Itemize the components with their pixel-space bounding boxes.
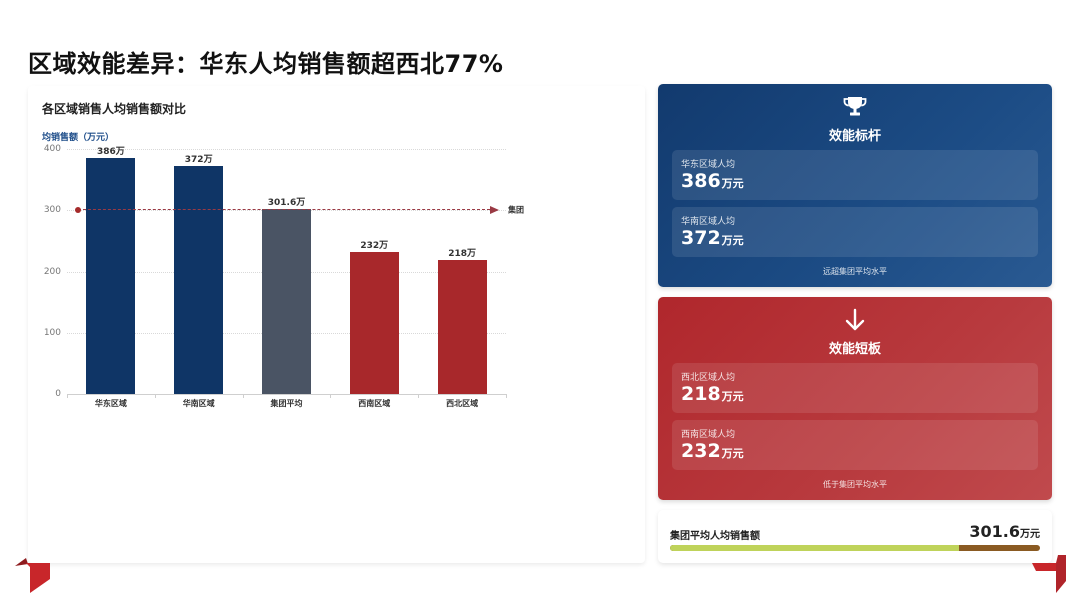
weakness-heading: 效能短板 [828,342,881,357]
group-average-label: 集团平均人均销售额 [670,531,760,542]
benchmark-stat-south: 华南区域人均 372万元 [672,207,1038,257]
page-title: 区域效能差异：华东人均销售额超西北77% [28,50,504,78]
y-tick-label: 300 [43,205,61,216]
bar-1 [174,166,224,394]
corner-ribbon-left-icon [15,558,50,593]
y-tick-label: 0 [55,389,61,399]
x-axis-tick [330,394,332,398]
y-tick-label: 400 [43,144,61,154]
bar-value-label: 232万 [360,240,389,251]
bar-chart-plot: 0 100 200 300 400 386万华东区域 372万华南区域 301.6万 集团平均 2… [28,86,645,563]
stat-value: 232万元 [681,440,744,462]
benchmark-panel: 效能标杆 华东区域人均 386万元 华南区域人均 372万元 远超集团平均水平 [658,84,1052,287]
bar-2 [262,209,311,394]
bar-value-label: 386万 [96,146,125,157]
chart-title: 各区域销售人均销售额对比 [42,102,187,116]
stat-label: 西北区域人均 [681,373,736,383]
x-category-label: 华东区域 [94,399,127,408]
bar-3 [349,251,399,394]
reference-line-dot [75,207,81,214]
y-axis-unit-label: 均销售额（万元） [42,133,115,143]
stat-value: 218万元 [681,383,744,405]
x-axis-tick [154,394,156,398]
y-tick-label: 200 [43,266,61,277]
group-average-reference-line [78,209,490,211]
x-axis-tick [242,394,244,398]
stat-label: 华东区域人均 [681,160,736,170]
weakness-panel: 效能短板 西北区域人均 218万元 西南区域人均 232万元 低于集团平均水平 [658,297,1052,500]
x-category-label: 西北区域 [446,399,479,408]
reference-line-label: 集团 [508,205,524,215]
x-category-label: 西南区域 [358,399,391,408]
x-axis-line [67,394,506,395]
stat-value: 386万元 [681,170,744,192]
weakness-stat-northwest: 西北区域人均 218万元 [672,363,1038,413]
x-axis-tick [67,394,68,398]
stat-label: 华南区域人均 [681,217,736,227]
bar-value-label: 218万 [448,249,476,260]
x-axis-tick [418,394,420,398]
y-tick-label: 100 [43,327,61,338]
stat-value: 372万元 [681,227,744,249]
gridline [67,149,506,150]
bar-value-label: 301.6万 [267,198,306,209]
bar-value-label: 372万 [184,155,213,166]
reference-line-arrow-icon [490,206,499,215]
chart-card: 各区域销售人均销售额对比 均销售额（万元） 0 100 200 300 400 386万华… [28,86,645,563]
trophy-icon [841,94,869,120]
bar-0 [86,157,136,394]
arrow-down-icon [841,307,869,333]
stat-label: 西南区域人均 [681,430,736,440]
corner-ribbon-right-icon [1032,555,1066,593]
x-axis-tick [506,394,507,398]
x-category-label: 集团平均 [270,399,303,408]
x-category-label: 华南区域 [182,399,215,408]
group-average-card: 集团平均人均销售额 301.6万元 [658,510,1052,563]
weakness-note: 低于集团平均水平 [823,480,887,489]
benchmark-stat-east: 华东区域人均 386万元 [672,150,1038,200]
weakness-stat-southwest: 西南区域人均 232万元 [672,420,1038,470]
group-average-value: 301.6万元 [969,522,1040,541]
benchmark-heading: 效能标杆 [828,129,881,144]
progress-fill [670,545,959,551]
group-average-progress-bar [670,545,1040,551]
benchmark-note: 远超集团平均水平 [823,267,887,276]
bar-4 [437,260,487,394]
